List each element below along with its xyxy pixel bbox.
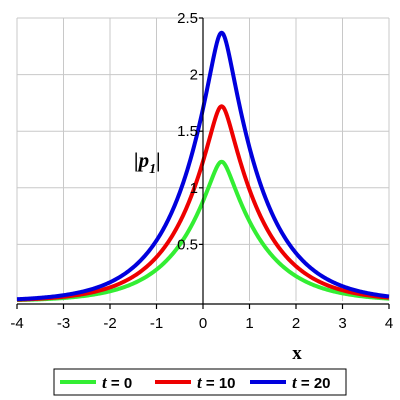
legend-label-1: t = 10: [197, 373, 236, 392]
axes: [16, 17, 390, 309]
x-tick-label: 0: [199, 315, 207, 332]
x-tick-label: 3: [338, 315, 346, 332]
legend-label-0: t = 0: [102, 373, 132, 392]
y-axis-label-main: p: [137, 148, 150, 172]
x-tick-label: -4: [10, 315, 23, 332]
y-tick-label: 1.5: [177, 123, 198, 140]
y-axis-label-sub: 1: [149, 162, 156, 177]
x-tick-label: 2: [292, 315, 300, 332]
legend-box: [53, 368, 347, 396]
y-axis-bar-left: |: [134, 148, 139, 172]
y-axis-label: |p1|: [134, 148, 161, 177]
x-tick-label: -3: [57, 315, 70, 332]
x-tick-label: -2: [103, 315, 116, 332]
y-axis-bar-right: |: [156, 148, 161, 172]
x-axis-label: x: [292, 343, 302, 364]
y-tick-label: 0.5: [177, 236, 198, 253]
legend-label-2: t = 20: [292, 373, 331, 392]
y-tick-label: 2: [190, 67, 198, 84]
x-tick-label: -1: [150, 315, 163, 332]
x-tick-label: 4: [385, 315, 393, 332]
tick-labels: -4 -3 -2 -1 0 1 2 3 4 0.5 1 1.5 2 2.5: [10, 10, 393, 332]
y-tick-label: 2.5: [177, 10, 198, 27]
x-tick-label: 1: [245, 315, 253, 332]
legend: t = 0 t = 10 t = 20: [53, 368, 347, 396]
y-tick-label: 1: [190, 180, 198, 197]
